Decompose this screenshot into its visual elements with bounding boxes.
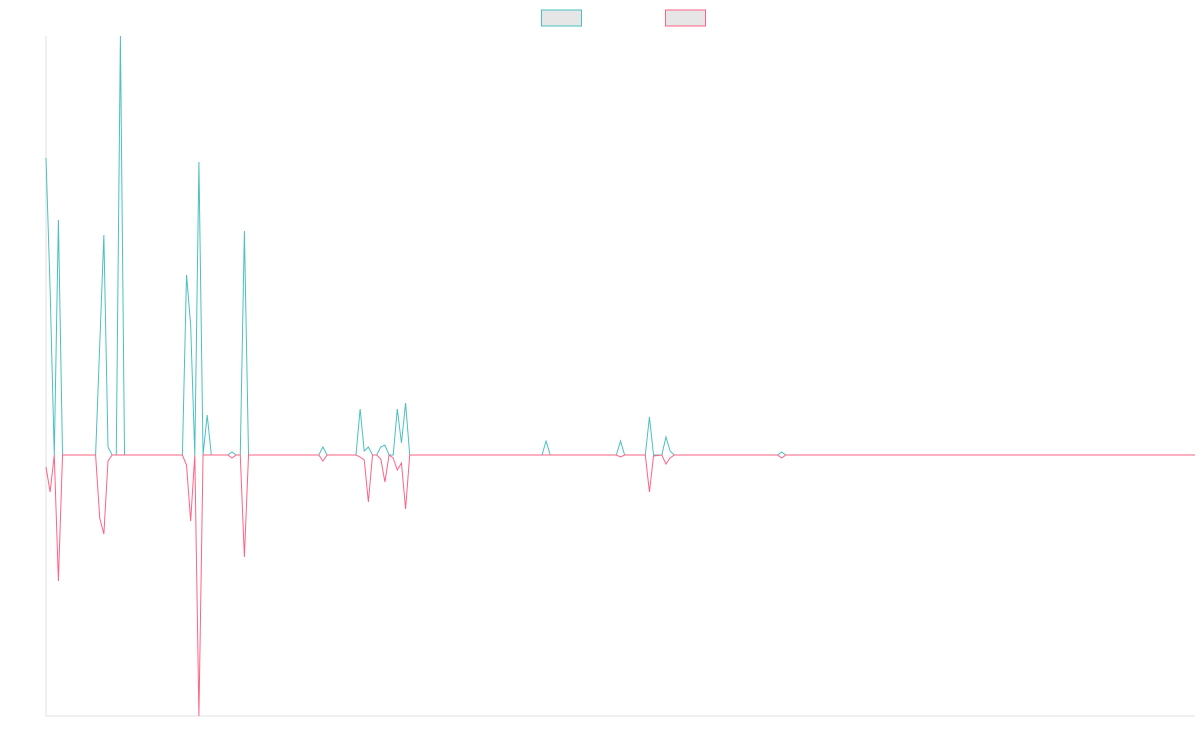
- series-line: [45, 35, 1195, 456]
- series-line: [45, 454, 1195, 717]
- legend-swatch[interactable]: [541, 9, 582, 27]
- legend-swatch[interactable]: [665, 9, 706, 27]
